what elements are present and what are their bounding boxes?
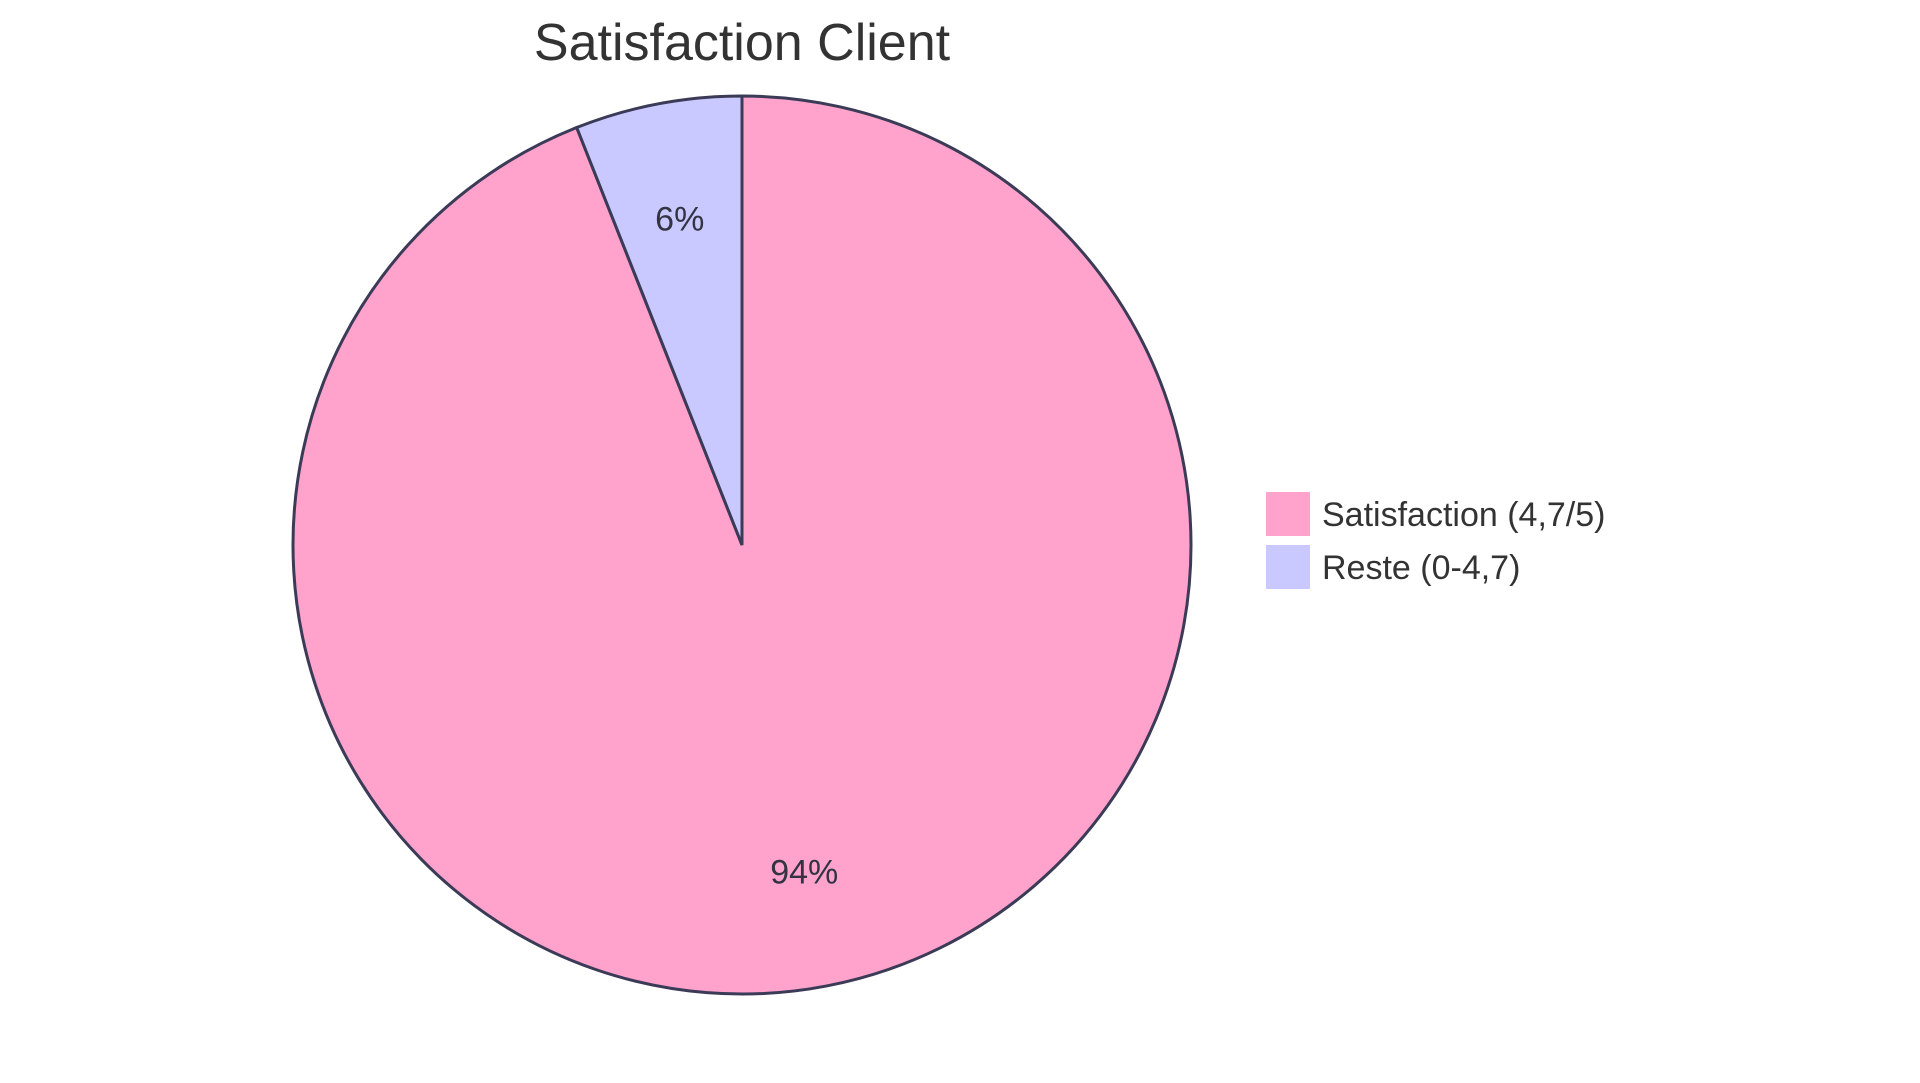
legend-swatch-2 <box>1266 545 1310 589</box>
pie-slice-2 <box>574 94 744 546</box>
pie-slice-label-2: 6% <box>655 201 704 239</box>
pie-slices <box>291 94 1193 996</box>
legend-swatch-1 <box>1266 492 1310 536</box>
legend: Satisfaction (4,7/5) Reste (0-4,7) <box>1266 492 1605 589</box>
legend-label-1: Satisfaction (4,7/5) <box>1322 496 1605 534</box>
legend-label-2: Reste (0-4,7) <box>1322 549 1520 587</box>
pie-slice-labels: 94% 6% <box>655 201 838 892</box>
pie-slice-label-1: 94% <box>770 853 838 891</box>
chart-title: Satisfaction Client <box>534 14 951 72</box>
